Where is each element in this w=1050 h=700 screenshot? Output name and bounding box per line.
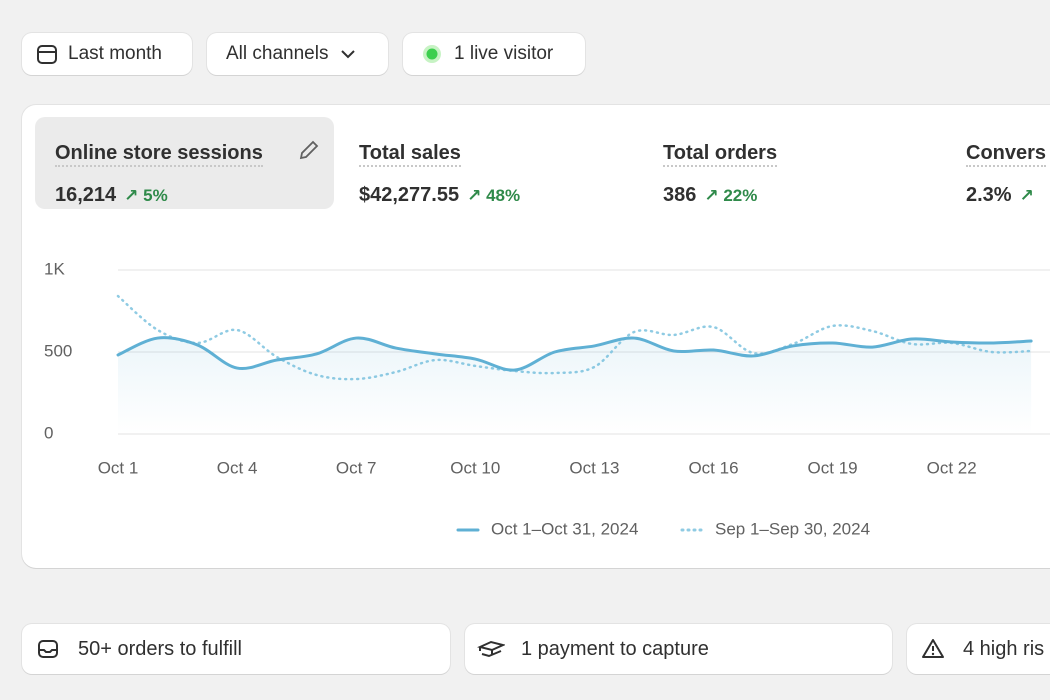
- metric-change: ↗ 22%: [704, 186, 758, 205]
- y-tick-label: 1K: [44, 259, 65, 278]
- analytics-card: Online store sessions 16,214 ↗ 5% Total s…: [22, 105, 1050, 568]
- x-tick-label: Oct 4: [217, 458, 258, 477]
- metric-value: $42,277.55 ↗ 48%: [359, 183, 520, 208]
- metric-change-value: 22%: [723, 186, 758, 205]
- live-dot: [423, 45, 441, 63]
- task-card[interactable]: 1 payment to capture: [465, 624, 892, 674]
- metric-change: ↗: [1019, 186, 1034, 205]
- legend-label: Oct 1–Oct 31, 2024: [491, 519, 638, 538]
- metric-number: 16,214: [55, 184, 117, 206]
- task-card[interactable]: 4 high ris: [907, 624, 1050, 674]
- date-filter-label: Last month: [68, 43, 162, 64]
- metric-tab[interactable]: Total orders 386 ↗ 22%: [643, 117, 943, 209]
- line: [116, 336, 1033, 372]
- edit-icon[interactable]: [297, 138, 321, 162]
- inbox-icon: [38, 640, 58, 658]
- metric-change-value: 5%: [143, 186, 168, 205]
- x-tick-label: Oct 1: [98, 458, 139, 477]
- calendar-icon: [37, 45, 57, 64]
- chart: 0 500 1K Oct 1 Oct 4 Oct 7 Oct 10 Oct 13 Oct 16 O…: [44, 259, 1050, 538]
- y-tick-label: 500: [44, 341, 72, 360]
- metric-value: 2.3% ↗: [966, 183, 1034, 208]
- metric-value: 16,214 ↗ 5%: [55, 183, 168, 208]
- warning-icon: [922, 639, 944, 658]
- chevron-icon: [341, 50, 356, 59]
- metric-tab[interactable]: Total sales $42,277.55 ↗ 48%: [339, 117, 639, 209]
- live-visitors-label: 1 live visitor: [454, 43, 554, 64]
- live-visitors[interactable]: 1 live visitor: [403, 33, 585, 75]
- x-tick-label: Oct 13: [569, 458, 619, 477]
- x-tick-label: Oct 22: [927, 458, 977, 477]
- metric-value: 386 ↗ 22%: [663, 183, 757, 208]
- task-label: 4 high ris: [963, 637, 1045, 660]
- metric-label: Online store sessions: [55, 141, 263, 167]
- task-label: 1 payment to capture: [521, 637, 709, 660]
- metric-tab[interactable]: Online store sessions 16,214 ↗ 5%: [35, 117, 334, 209]
- channel-filter-label: All channels: [226, 43, 329, 64]
- x-tick-label: Oct 19: [808, 458, 858, 477]
- channel-filter[interactable]: All channels: [207, 33, 388, 75]
- metric-number: $42,277.55: [359, 184, 460, 206]
- metric-label: Total orders: [663, 141, 778, 167]
- metric-change: ↗ 48%: [467, 186, 521, 205]
- metric-tab[interactable]: Convers 2.3% ↗: [946, 117, 1050, 209]
- task-label: 50+ orders to fulfill: [78, 637, 242, 660]
- x-tick-label: Oct 7: [336, 458, 377, 477]
- metric-label: Convers: [966, 141, 1047, 167]
- x-tick-label: Oct 10: [450, 458, 500, 477]
- metric-change: ↗ 5%: [124, 186, 168, 205]
- date-filter[interactable]: Last month: [22, 33, 192, 75]
- area: [118, 337, 1032, 434]
- legend-label: Sep 1–Sep 30, 2024: [715, 519, 870, 538]
- metric-number: 386: [663, 184, 697, 206]
- payment-icon: [477, 640, 505, 658]
- metric-change-value: 48%: [486, 186, 521, 205]
- y-tick-label: 0: [44, 423, 53, 442]
- metric-number: 2.3%: [966, 184, 1012, 206]
- task-card[interactable]: 50+ orders to fulfill: [22, 624, 450, 674]
- x-tick-label: Oct 16: [688, 458, 738, 477]
- metric-label: Total sales: [359, 141, 461, 167]
